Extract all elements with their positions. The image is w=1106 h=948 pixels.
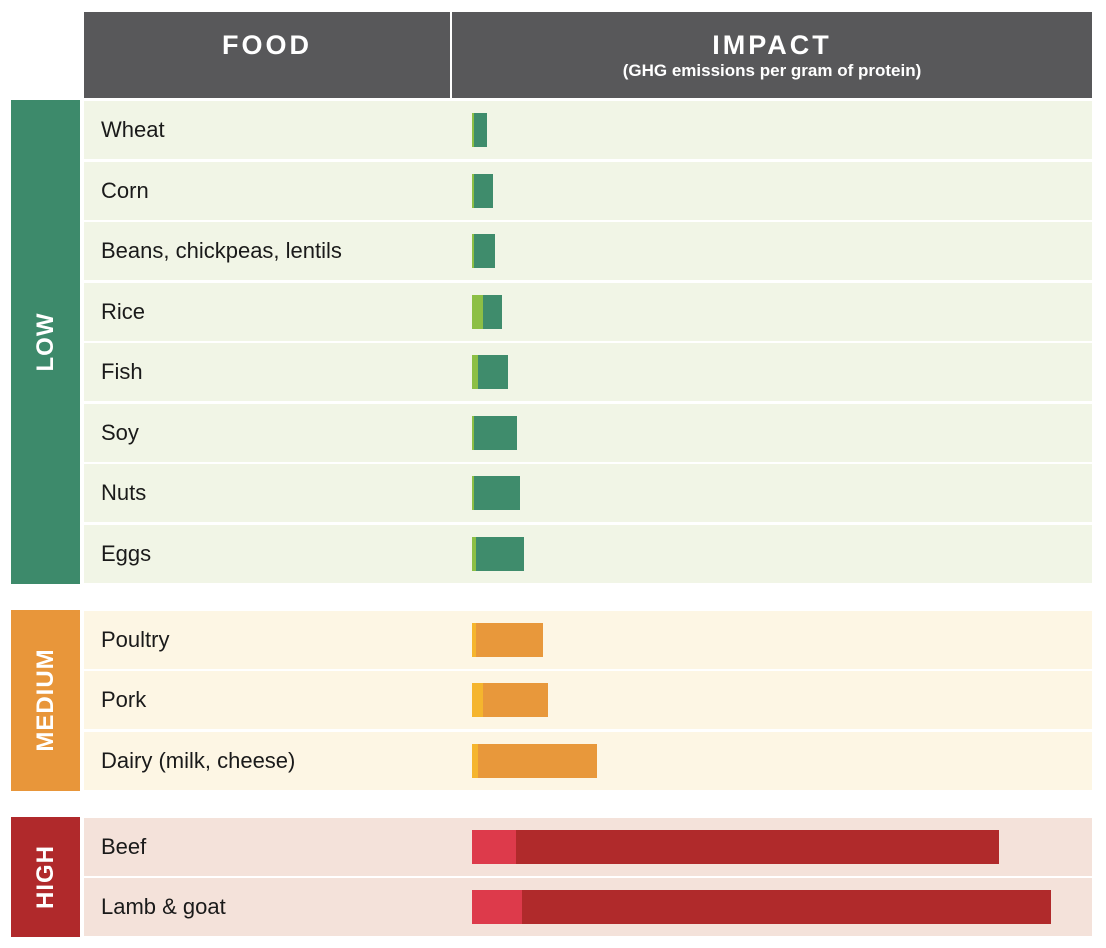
food-label: Dairy (milk, cheese) — [101, 747, 296, 773]
bar-main-segment — [474, 415, 517, 450]
food-label: Nuts — [101, 480, 147, 505]
category-high: HIGH — [11, 816, 80, 937]
table-row: Wheat — [84, 101, 1092, 159]
food-label: Beans, chickpeas, lentils — [101, 238, 342, 263]
category-low: LOW — [11, 100, 80, 584]
bar-accent-segment — [472, 173, 475, 208]
food-column-header: FOOD — [84, 12, 450, 98]
impact-header-subtitle: (GHG emissions per gram of protein) — [622, 61, 922, 80]
bar-accent-segment — [472, 415, 475, 450]
bar-main-segment — [478, 743, 597, 778]
table-row: Rice — [84, 282, 1092, 341]
table-row: Nuts — [84, 464, 1092, 522]
bar-main-segment — [475, 622, 544, 657]
table-row: Soy — [84, 403, 1092, 462]
category-label: LOW — [31, 312, 59, 372]
category-medium: MEDIUM — [11, 609, 80, 791]
table-row: Beef — [84, 817, 1092, 876]
table-row: Dairy (milk, cheese) — [84, 731, 1092, 790]
impact-column-header: IMPACT (GHG emissions per gram of protei… — [452, 12, 1092, 98]
bar-accent-segment — [472, 829, 516, 864]
food-label: Lamb & goat — [101, 894, 226, 919]
bar-main-segment — [483, 683, 548, 717]
bar-main-segment — [474, 173, 494, 208]
table-row: Beans, chickpeas, lentils — [84, 222, 1092, 280]
table-row: Poultry — [84, 610, 1092, 669]
food-label: Poultry — [101, 626, 170, 652]
bar-main-segment — [522, 890, 1052, 924]
food-label: Wheat — [101, 117, 165, 142]
bar-accent-segment — [472, 113, 475, 147]
bar-main-segment — [474, 113, 487, 147]
bar-main-segment — [516, 829, 1000, 864]
table-row: Fish — [84, 343, 1092, 401]
bar-accent-segment — [472, 294, 483, 329]
bar-accent-segment — [472, 476, 475, 510]
bar-accent-segment — [472, 622, 476, 657]
bar-accent-segment — [472, 683, 483, 717]
food-label: Beef — [101, 833, 147, 859]
food-header-title: FOOD — [222, 30, 312, 60]
bar-main-segment — [474, 234, 496, 268]
food-label: Pork — [101, 687, 147, 712]
table-row: Pork — [84, 671, 1092, 729]
bar-main-segment — [483, 294, 502, 329]
table-row: Lamb & goat — [84, 878, 1092, 936]
food-label: Eggs — [101, 540, 152, 566]
bar-main-segment — [474, 476, 521, 510]
category-label: HIGH — [31, 844, 59, 909]
bar-accent-segment — [472, 536, 476, 571]
category-label: MEDIUM — [31, 648, 59, 752]
bar-accent-segment — [472, 234, 475, 268]
food-label: Rice — [101, 298, 146, 324]
food-label: Soy — [101, 419, 139, 445]
table-row: Corn — [84, 161, 1092, 220]
bar-main-segment — [478, 355, 508, 389]
bar-accent-segment — [472, 890, 523, 924]
food-label: Corn — [101, 177, 149, 203]
impact-header-title: IMPACT — [712, 30, 832, 60]
table-row: Eggs — [84, 524, 1092, 583]
food-label: Fish — [101, 359, 143, 384]
bar-accent-segment — [472, 355, 479, 389]
bar-main-segment — [475, 536, 524, 571]
bar-accent-segment — [472, 743, 479, 778]
